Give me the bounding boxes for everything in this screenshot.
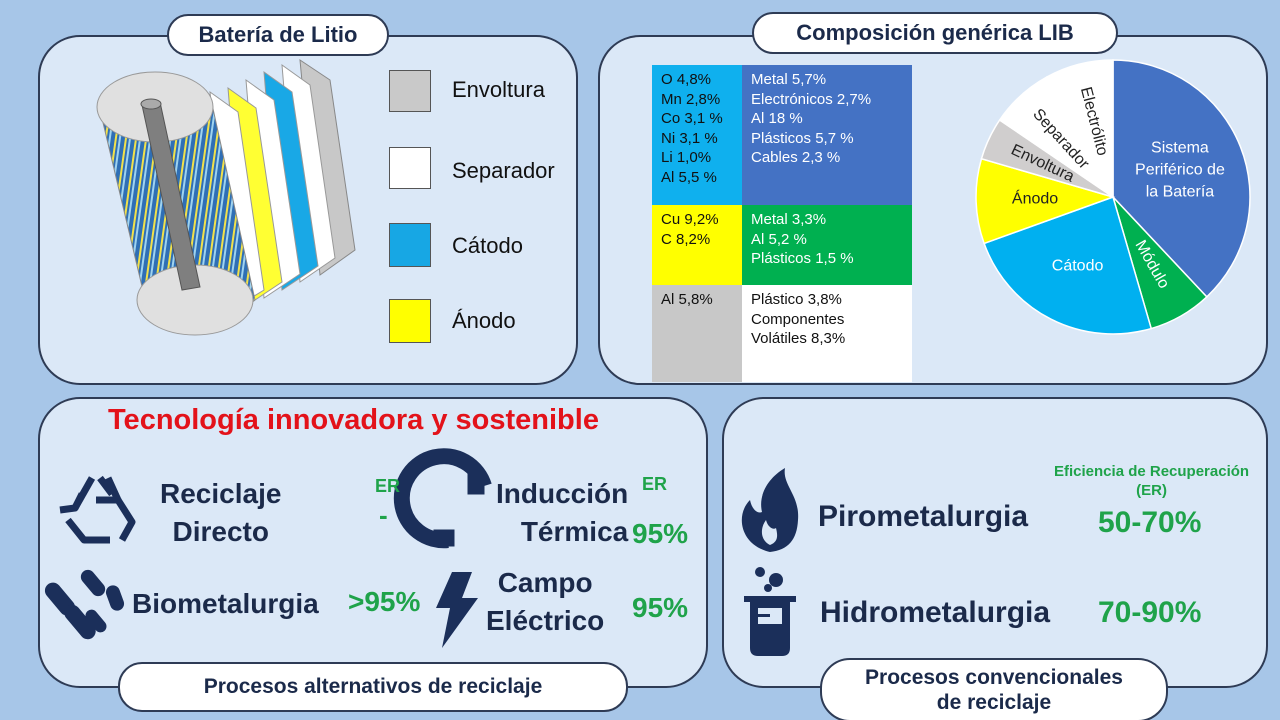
er-value: 95% <box>632 592 689 623</box>
legend-swatch <box>389 70 431 112</box>
process-name-line: Eléctrico <box>486 605 605 636</box>
footer-line: de reciclaje <box>936 691 1052 714</box>
composition-title: Composición genérica LIB <box>752 12 1118 54</box>
pie-label: Ánodo <box>1012 189 1058 208</box>
magnet-tip <box>433 529 455 547</box>
er-heading-line: (ER) <box>1136 482 1167 499</box>
legend-swatch <box>389 223 431 267</box>
table-cell: Metal 5,7% Electrónicos 2,7% Al 18 % Plásti… <box>742 65 912 205</box>
table-cell: O 4,8% Mn 2,8% Co 3,1 % Ni 3,1 % Li 1,0% Al 5… <box>652 65 742 205</box>
table-cell-line: Li 1,0% <box>661 149 712 166</box>
table-cell-line: Al 5,2 % <box>751 230 807 248</box>
table-cell: Al 5,8% <box>652 285 742 382</box>
process-name-line: Térmica <box>520 516 629 547</box>
table-cell-line: C 8,2% <box>661 230 711 248</box>
legend-label: Cátodo <box>452 233 523 258</box>
flame-icon <box>741 468 799 552</box>
process-name-line: Campo <box>497 567 593 598</box>
pie-label: Sistema <box>1151 140 1209 157</box>
process-name: Inducción Térmica <box>496 475 628 551</box>
process-name: Biometalurgia <box>132 588 319 619</box>
footer-line: Procesos convencionales <box>865 665 1123 689</box>
table-cell-line: Volátiles 8,3% <box>751 330 846 347</box>
table-cell-line: O 4,8% <box>661 71 712 88</box>
er-value: >95% <box>348 586 421 617</box>
table-cell-line: Ni 3,1 % <box>661 129 718 147</box>
magnet-icon <box>393 448 492 549</box>
table-cell: Cu 9,2% C 8,2% <box>652 205 742 285</box>
pie-slice <box>1112 59 1251 298</box>
er-heading: Eficiencia de Recuperación (ER) <box>1054 462 1249 500</box>
pie-slice <box>1045 59 1114 198</box>
process-name-line: Reciclaje <box>160 478 282 509</box>
er-value: 95% <box>632 518 689 549</box>
process-name: Pirometalurgia <box>818 500 1029 533</box>
table-cell: Metal 3,3% Al 5,2 % Plásticos 1,5 % <box>742 205 912 285</box>
beaker-icon <box>744 567 796 656</box>
recycle-icon <box>59 475 136 544</box>
icons <box>44 448 799 656</box>
table-cell-line: Al 5,5 % <box>661 168 717 186</box>
pie-label: Periférico de <box>1135 162 1225 179</box>
legend-label: Separador <box>452 158 555 183</box>
table-cell-line: Metal 5,7% <box>751 71 827 88</box>
table-cell-line: Plástico 3,8% <box>751 291 842 308</box>
table-cell-line: Cu 9,2% <box>661 211 719 228</box>
table-cell-line: Mn 2,8% <box>661 90 721 108</box>
legend-swatch <box>389 147 431 189</box>
legend-label: Envoltura <box>452 77 545 102</box>
alternative-heading: Tecnología innovadora y sostenible <box>108 404 599 436</box>
er-label: ER <box>375 476 401 496</box>
lightning-icon <box>436 572 478 648</box>
table-cell-line: Componentes <box>751 310 845 328</box>
pie-slice <box>975 157 1116 245</box>
table-cell-line: Cables 2,3 % <box>751 149 841 166</box>
bacteria-icon <box>44 569 125 640</box>
conventional-footer: Procesos convencionales de reciclaje <box>820 658 1168 720</box>
legend-label: Ánodo <box>452 308 516 333</box>
er-heading-line: Eficiencia de Recuperación <box>1054 463 1250 480</box>
pie-label: la Batería <box>1146 184 1215 201</box>
table-cell-line: Electrónicos 2,7% <box>751 90 872 108</box>
pie-label: Cátodo <box>1052 258 1104 275</box>
alternative-footer: Procesos alternativos de reciclaje <box>118 662 628 712</box>
conventional-panel <box>722 397 1268 688</box>
table-cell-line: Metal 3,3% <box>751 211 827 228</box>
battery-title: Batería de Litio <box>167 14 389 56</box>
process-name: Hidrometalurgia <box>820 596 1051 629</box>
er-value: 50-70% <box>1098 506 1202 539</box>
process-name-line: Inducción <box>496 478 629 509</box>
table-cell-line: Al 18 % <box>751 110 803 127</box>
process-name: Campo Eléctrico <box>486 564 604 640</box>
er-value: - <box>379 500 388 530</box>
er-label: ER <box>642 474 668 494</box>
table-cell-line: Al 5,8% <box>661 291 713 308</box>
table-cell: Plástico 3,8% Componentes Volátiles 8,3% <box>742 285 912 382</box>
er-value: 70-90% <box>1098 596 1202 629</box>
legend-swatch <box>389 299 431 343</box>
table-cell-line: Plásticos 1,5 % <box>751 250 854 267</box>
battery-illustration <box>96 59 356 336</box>
process-name: Reciclaje Directo <box>160 475 281 551</box>
pie-slice <box>983 196 1153 335</box>
table-cell-line: Plásticos 5,7 % <box>751 129 854 147</box>
table-cell-line: Co 3,1 % <box>661 110 723 127</box>
process-name-line: Directo <box>172 516 269 547</box>
magnet-tip <box>467 473 485 495</box>
